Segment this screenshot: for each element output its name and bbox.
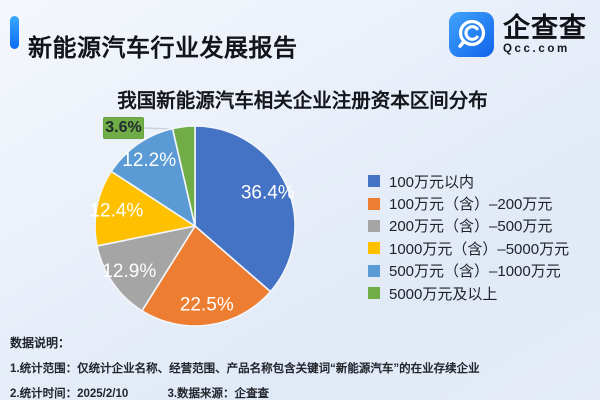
legend-label: 500万元（含）–1000万元 [389,263,561,281]
legend-label: 100万元（含）–200万元 [389,196,553,214]
pie-chart: 36.4% 22.5% 12.9% 12.4% 12.2% [89,125,296,327]
qcc-logo-domain: Qcc.com [503,42,570,55]
legend-item: 5000万元及以上 [368,282,569,304]
legend-swatch [368,197,380,210]
legend-swatch [368,219,380,232]
legend-swatch [368,264,380,277]
qcc-logo-name: 企查查 [503,12,587,43]
pie-slice [141,225,272,327]
note-scope: 1.统计范围：仅统计企业名称、经营范围、产品名称包含关键词“新能源汽车”的在业存… [10,363,480,375]
pie-slice [96,225,196,312]
notes-heading: 数据说明： [10,336,71,350]
qcc-logo: 企查查 Qcc.com [449,12,587,57]
legend-item: 1000万元（含）–5000万元 [368,237,569,259]
legend-swatch [368,175,380,188]
callout-label: 3.6% [103,117,144,139]
pie-slice [94,170,196,247]
legend-swatch [368,242,380,255]
qcc-logo-icon [449,12,494,57]
notes: 数据说明： 1.统计范围：仅统计企业名称、经营范围、产品名称包含关键词“新能源汽… [10,334,480,410]
page-title: 新能源汽车行业发展报告 [28,35,298,63]
legend-label: 100万元以内 [389,173,475,191]
legend-item: 500万元（含）–1000万元 [368,260,569,282]
pie-slice [194,125,296,293]
chart-title: 我国新能源汽车相关企业注册资本区间分布 [117,90,488,112]
pie-slice [171,125,196,227]
legend-item: 100万元以内 [368,170,569,192]
legend-label: 5000万元及以上 [389,285,498,303]
pie-slice-label: 22.5% [180,295,234,316]
legend-label: 200万元（含）–500万元 [389,218,553,236]
note-source: 3.数据来源：企查查 [167,388,270,400]
report-card: 新能源汽车行业发展报告 企查查 Qcc.com 我国新能源汽车相关企业注册资本区… [0,0,600,400]
legend-item: 200万元（含）–500万元 [368,215,569,237]
note-line-2: 2.统计时间：2025/2/10 3.数据来源：企查查 [10,385,480,401]
legend-swatch [368,287,380,300]
legend: 100万元以内 100万元（含）–200万元 200万元（含）–500万元 1000万… [368,170,569,304]
legend-item: 100万元（含）–200万元 [368,192,569,214]
note-time: 2.统计时间：2025/2/10 [10,388,129,400]
pie-slice-label: 12.9% [102,261,156,282]
pie-slice [110,127,196,227]
pie-slice-label: 36.4% [241,182,295,203]
title-accent-bar [10,16,19,49]
pie-slice-label: 12.4% [89,201,143,222]
pie-slice-label: 12.2% [122,150,176,171]
legend-label: 1000万元（含）–5000万元 [389,240,570,258]
qcc-logo-text-block: 企查查 Qcc.com [503,14,587,56]
